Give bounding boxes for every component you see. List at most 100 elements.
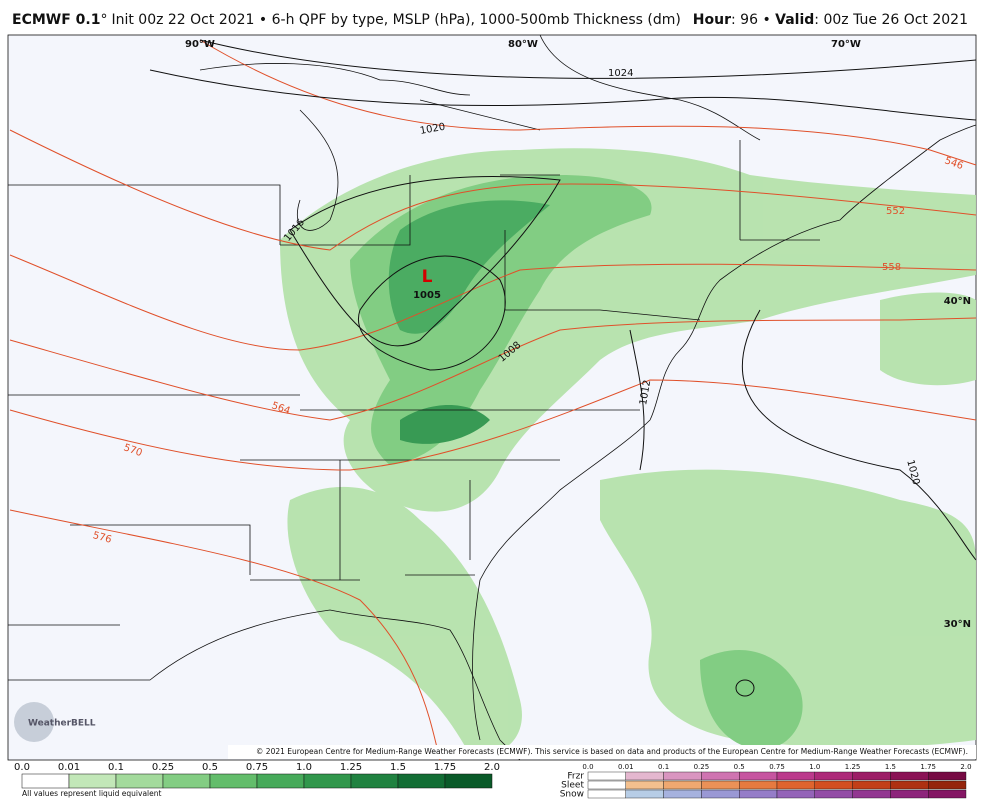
logo: WeatherBELL <box>28 719 96 729</box>
credit-bg <box>228 745 976 759</box>
ptype-swatch <box>663 780 702 790</box>
ptype-swatch <box>890 771 929 781</box>
ptype-swatch <box>814 771 853 781</box>
isobar <box>199 39 977 79</box>
ptype-swatch <box>739 789 778 799</box>
precip-area <box>600 469 976 748</box>
degree: ° <box>100 12 107 28</box>
ptype-swatch <box>852 771 891 781</box>
isobar-label: 1024 <box>608 68 633 79</box>
header: ECMWF 0.1° Init 00z 22 Oct 2021 • 6-h QPF… <box>12 12 968 28</box>
precip-area <box>700 650 803 750</box>
low-pressure: 1005 <box>413 290 441 301</box>
ptype-tick: 1.25 <box>845 763 861 771</box>
ptype-swatch <box>890 780 929 790</box>
logo-globe <box>14 702 54 742</box>
colorbar-tick: 1.75 <box>434 762 456 773</box>
ptype-swatch <box>928 780 967 790</box>
borders <box>539 34 820 241</box>
thickness-contour <box>9 509 441 761</box>
ptype-swatch <box>890 789 929 799</box>
colorbar-tick: 2.0 <box>484 762 500 773</box>
valid-label: Valid <box>775 12 814 28</box>
ptype-tick: 0.75 <box>769 763 785 771</box>
ptype-label: Sleet <box>561 781 584 791</box>
ptype-tick: 2.0 <box>960 763 971 771</box>
latitude-label: 30°N <box>944 619 971 630</box>
ptype-tick: 1.0 <box>809 763 820 771</box>
header-title: ECMWF 0.1° Init 00z 22 Oct 2021 • 6-h QPF… <box>12 12 681 28</box>
colorbar-tick: 0.01 <box>58 762 80 773</box>
longitude-label: 70°W <box>831 39 861 50</box>
colorbar-tick: 1.0 <box>296 762 312 773</box>
colorbar-tick: 1.5 <box>390 762 406 773</box>
colorbar-tick: 0.25 <box>152 762 174 773</box>
hour-label: Hour <box>693 12 731 28</box>
thickness-contour <box>199 39 977 166</box>
ptype-swatch <box>739 780 778 790</box>
colorbar-tick: 1.25 <box>340 762 362 773</box>
isobars <box>149 39 977 697</box>
ptype-swatch <box>663 789 702 799</box>
longitude-label: 80°W <box>508 39 538 50</box>
longitude-label: 90°W <box>185 39 215 50</box>
thickness-contours <box>9 39 977 761</box>
ptype-swatch <box>852 780 891 790</box>
ptype-swatch <box>776 780 815 790</box>
isobar <box>735 679 755 697</box>
ptype-tick: 0.0 <box>582 763 593 771</box>
isobar <box>289 176 561 347</box>
colorbar-swatch <box>397 773 446 789</box>
ptype-swatch <box>739 771 778 781</box>
precip-area <box>388 200 550 334</box>
colorbar-swatch <box>209 773 258 789</box>
thickness-contour <box>9 129 977 251</box>
thickness-label: 552 <box>886 206 905 217</box>
init-text: Init 00z 22 Oct 2021 • 6-h QPF by type, … <box>111 12 680 28</box>
ptype-swatch <box>701 771 740 781</box>
great-lakes <box>199 63 541 231</box>
thickness-contour <box>9 254 977 351</box>
ptype-label: Frzr <box>567 772 584 782</box>
hour: : 96 • <box>731 12 775 28</box>
isobar <box>149 69 977 121</box>
ptype-swatch <box>625 771 664 781</box>
isobar <box>629 329 645 471</box>
colorbar-tick: 0.1 <box>108 762 124 773</box>
thickness-label: 576 <box>91 530 112 546</box>
ptype-swatch <box>625 780 664 790</box>
ptype-swatch <box>928 789 967 799</box>
header-valid: Hour: 96 • Valid: 00z Tue 26 Oct 2021 <box>693 12 968 28</box>
ptype-swatch <box>701 780 740 790</box>
ptype-tick: 1.5 <box>885 763 896 771</box>
colorbar-tick: 0.75 <box>246 762 268 773</box>
ptype-tick: 0.01 <box>618 763 634 771</box>
colorbar-tick: 0.0 <box>14 762 30 773</box>
precip-area <box>400 405 490 444</box>
ptype-label: Snow <box>560 790 584 800</box>
isobar <box>357 255 506 371</box>
isobar <box>741 309 977 561</box>
valid: : 00z Tue 26 Oct 2021 <box>814 12 968 28</box>
legend: All values represent liquid equivalent 0… <box>14 762 972 800</box>
isobar-label: 1012 <box>638 379 653 406</box>
ptype-swatch <box>776 771 815 781</box>
ptype-tick: 0.25 <box>694 763 710 771</box>
thickness-label: 558 <box>882 262 901 273</box>
low-symbol: L <box>422 267 433 287</box>
precip-area <box>880 292 976 386</box>
ptype-tick: 0.5 <box>734 763 745 771</box>
isobar-label: 1020 <box>419 122 446 137</box>
colorbar-tick: 0.5 <box>202 762 218 773</box>
map: 90°W 80°W 70°W 40°N 30°N 1024 1020 1016 … <box>7 34 977 761</box>
colorbar-swatch <box>162 773 211 789</box>
ptype-swatch <box>587 771 626 781</box>
ptype-swatch <box>852 789 891 799</box>
coastline <box>472 124 977 741</box>
colorbar-swatch <box>303 773 352 789</box>
ptype-swatch <box>776 789 815 799</box>
ptype-swatch <box>587 780 626 790</box>
ptype-swatch <box>625 789 664 799</box>
model-name: ECMWF 0.1 <box>12 12 100 28</box>
